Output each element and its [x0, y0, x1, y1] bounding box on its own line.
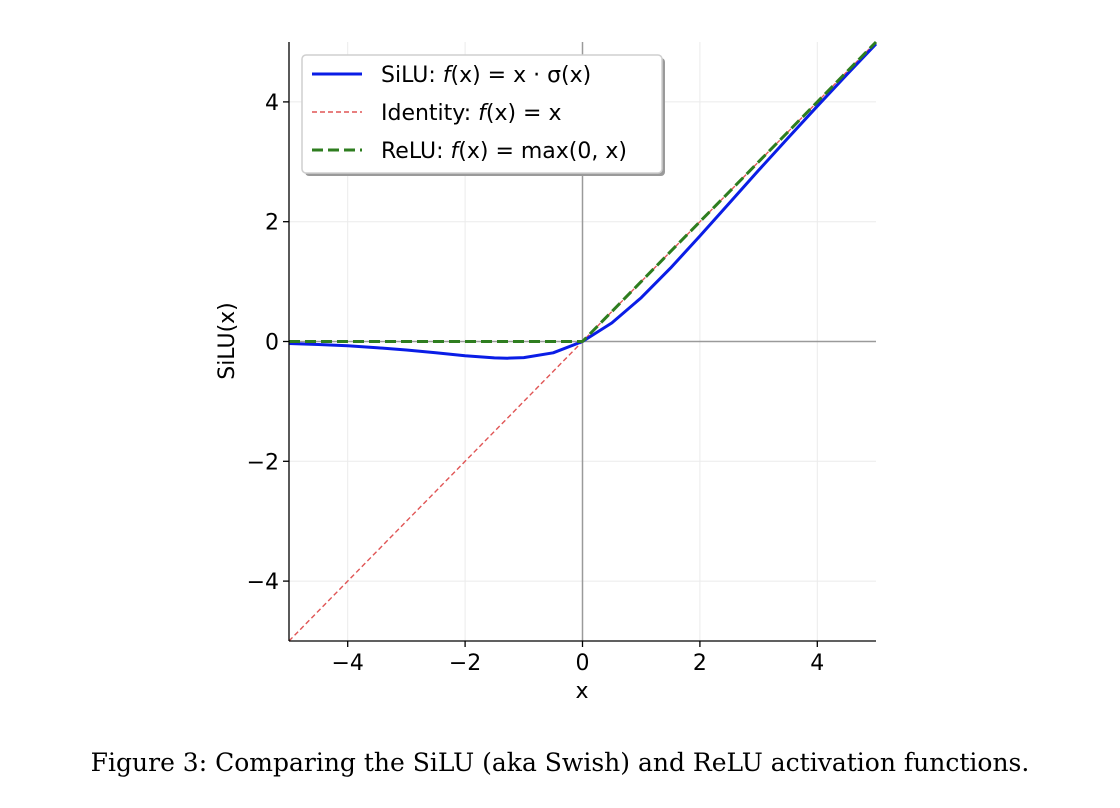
y-tick-label: 2 — [265, 211, 279, 236]
series-line-2 — [289, 40, 878, 343]
y-tick-label: 0 — [265, 331, 279, 356]
x-tick-label: 4 — [810, 651, 824, 676]
figure-caption: Figure 3: Comparing the SiLU (aka Swish)… — [90, 748, 1030, 777]
x-tick-label: 0 — [576, 651, 590, 676]
legend-label-1: Identity: f(x) = x — [381, 101, 562, 126]
series-layer — [288, 40, 878, 642]
x-tick-label: −2 — [449, 651, 481, 676]
legend-label-0: SiLU: f(x) = x · σ(x) — [381, 63, 591, 88]
series-line-0 — [288, 42, 878, 360]
legend: SiLU: f(x) = x · σ(x) Identity: f(x) = x R… — [301, 54, 665, 176]
tick-labels: −4 −2 0 2 4 −4 −2 0 2 4 — [247, 91, 825, 676]
y-tick-label: 4 — [265, 91, 279, 116]
y-tick-label: −4 — [247, 570, 279, 595]
x-tick-label: 2 — [693, 651, 707, 676]
legend-label-2: ReLU: f(x) = max(0, x) — [381, 139, 627, 164]
y-tick-label: −2 — [247, 450, 279, 475]
x-axis-label: x — [575, 679, 588, 704]
x-tick-label: −4 — [331, 651, 363, 676]
y-axis-label: SiLU(x) — [215, 302, 240, 380]
legend-box — [301, 54, 663, 174]
